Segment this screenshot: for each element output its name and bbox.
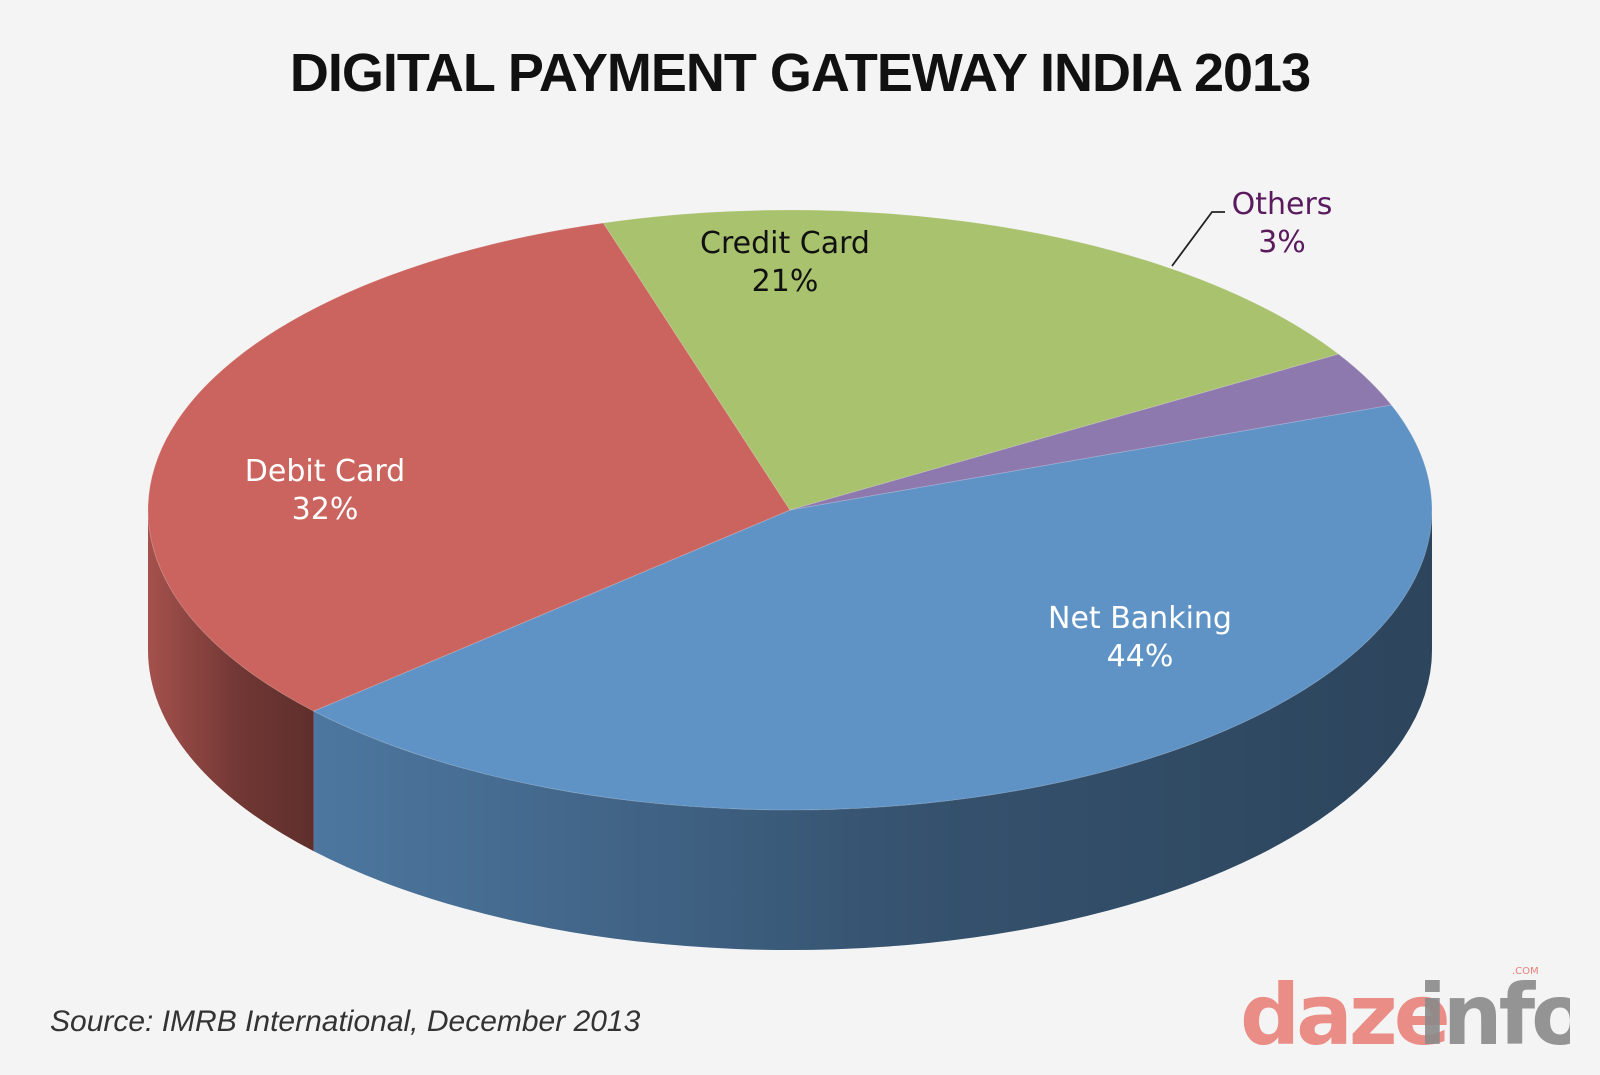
slice-others	[789, 353, 1393, 511]
label-name-credit-card: Credit Card	[700, 226, 870, 261]
label-value-net-banking: 44%	[1107, 639, 1174, 674]
svg-text:.COM: .COM	[1512, 966, 1539, 977]
slice-net-banking	[312, 404, 1433, 811]
label-name-others: Others	[1232, 187, 1333, 222]
side-debit-card-shade	[148, 510, 314, 852]
label-value-debit-card: 32%	[292, 492, 359, 527]
label-value-others: 3%	[1258, 225, 1306, 260]
chart-title: DIGITAL PAYMENT GATEWAY INDIA 2013	[289, 43, 1311, 103]
pie-leader-lines	[1171, 211, 1225, 267]
svg-text:daze: daze	[1240, 966, 1447, 1062]
label-name-debit-card: Debit Card	[245, 454, 405, 489]
dazeinfo-logo: daze info .COM	[1240, 966, 1570, 1062]
label-value-credit-card: 21%	[752, 264, 819, 299]
leader-line-others	[1171, 211, 1225, 267]
pie-side-walls	[148, 510, 1433, 950]
pie-top-faces	[147, 209, 1433, 811]
slice-debit-card	[147, 222, 791, 712]
label-name-net-banking: Net Banking	[1048, 601, 1232, 636]
side-net-banking-shade	[313, 510, 1433, 950]
slice-credit-card	[602, 209, 1340, 511]
source-note: Source: IMRB International, December 201…	[50, 1005, 641, 1038]
svg-text:info: info	[1418, 966, 1570, 1062]
